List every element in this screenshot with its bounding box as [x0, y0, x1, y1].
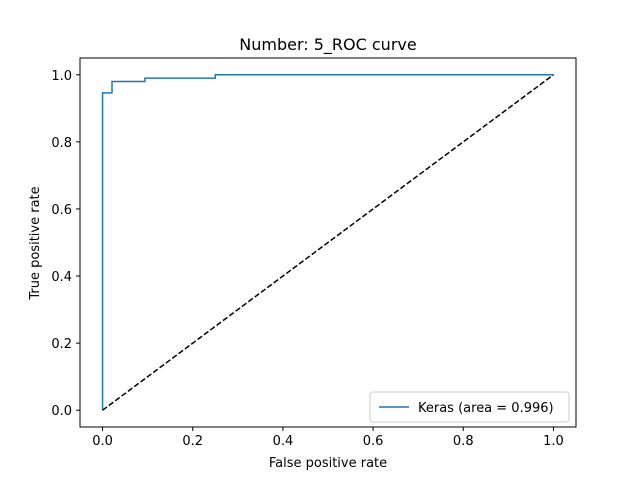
legend: Keras (area = 0.996) — [369, 391, 570, 423]
roc-curve-line — [101, 74, 554, 411]
y-tick-label: 0.0 — [51, 404, 72, 419]
x-tick-label: 0.8 — [453, 434, 474, 449]
x-tick-label: 0.0 — [92, 434, 113, 449]
y-tick-label: 1.0 — [51, 69, 72, 84]
y-axis: 0.0 0.2 0.4 0.6 0.8 1.0 — [51, 69, 80, 419]
plot-area — [79, 57, 577, 428]
x-tick-label: 0.2 — [182, 434, 203, 449]
y-tick-label: 0.6 — [51, 203, 72, 218]
diagonal-reference-line — [102, 74, 554, 411]
y-tick-label: 0.8 — [51, 136, 72, 151]
chart-title: Number: 5_ROC curve — [239, 35, 416, 55]
y-axis-label: True positive rate — [28, 186, 43, 300]
y-tick-label: 0.2 — [51, 337, 72, 352]
x-axis: 0.0 0.2 0.4 0.6 0.8 1.0 — [92, 427, 564, 449]
x-axis-label: False positive rate — [269, 456, 387, 471]
y-tick-label: 0.4 — [51, 270, 72, 285]
x-tick-label: 0.6 — [363, 434, 384, 449]
legend-frame — [369, 391, 570, 423]
plot-frame — [79, 57, 577, 428]
x-tick-label: 1.0 — [543, 434, 564, 449]
legend-label: Keras (area = 0.996) — [418, 401, 554, 416]
x-tick-label: 0.4 — [273, 434, 294, 449]
